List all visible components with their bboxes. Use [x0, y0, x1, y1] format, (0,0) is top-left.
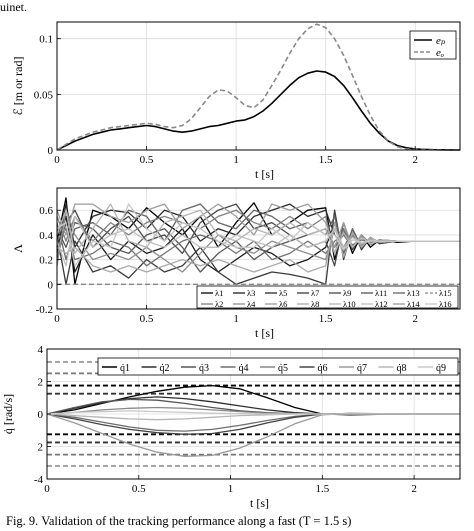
x-tick-label-2-1: 0.5	[140, 313, 154, 325]
y-tick-label-2-2: 0.2	[39, 255, 53, 267]
series-line-3-0	[46, 384, 460, 416]
legend-box-3	[97, 357, 459, 376]
legend-box-1	[409, 30, 457, 60]
legend-label-1-1: eₒ	[436, 47, 444, 59]
legend-label-3-1: q̇2	[160, 363, 170, 374]
x-tick-label-3-1: 0.5	[132, 483, 146, 495]
axes-frame-1	[56, 21, 461, 151]
legend-label-3-0: q̇1	[120, 363, 130, 374]
legend-label-3-3: q̇4	[239, 363, 249, 374]
legend-label-2-2: λ5	[279, 288, 287, 298]
y-tick-label-2-1: 0	[48, 279, 54, 291]
legend-box-2	[196, 285, 459, 309]
series-line-3-3	[46, 413, 460, 432]
x-tick-label-1-0: 0	[54, 154, 60, 166]
y-tick-label-2-0: -0.2	[36, 304, 53, 316]
y-tick-label-3-0: -4	[34, 474, 44, 486]
x-tick-label-3-3: 1.5	[315, 483, 329, 495]
x-tick-label-2-4: 2	[412, 313, 418, 325]
series-line-3-8	[46, 410, 460, 415]
x-tick-label-1-4: 2	[412, 154, 418, 166]
series-line-3-7	[46, 413, 460, 421]
series-line-1-1	[56, 23, 461, 151]
legend-label-2-3: λ7	[311, 288, 319, 298]
x-tick-label-3-2: 1	[228, 483, 234, 495]
x-tick-label-1-2: 1	[233, 154, 239, 166]
y-axis-label-1: ℰ [m or rad]	[11, 57, 25, 116]
x-tick-label-2-3: 1.5	[319, 313, 333, 325]
legend-label-2-4: λ9	[343, 288, 351, 298]
series-line-2-15	[56, 203, 460, 267]
legend-label-2-8: λ2	[215, 299, 223, 309]
legend-label-2-9: λ4	[247, 299, 256, 309]
y-tick-label-2-4: 0.6	[39, 205, 53, 217]
x-tick-label-1-1: 0.5	[140, 154, 154, 166]
legend-label-3-5: q̇6	[318, 363, 328, 374]
x-axis-label-3: t [s]	[250, 496, 269, 510]
legend-label-3-7: q̇8	[397, 363, 407, 374]
x-tick-label-3-0: 0	[44, 483, 50, 495]
y-axis-label-3: q̇ [rad/s]	[1, 394, 15, 434]
legend-label-3-4: q̇5	[278, 363, 288, 374]
legend-label-2-0: λ1	[215, 288, 223, 298]
series-line-3-6	[46, 412, 460, 457]
x-tick-label-3-4: 2	[411, 483, 417, 495]
legend-label-2-13: λ12	[375, 299, 388, 309]
header-text: uinet.	[0, 0, 27, 14]
legend-label-3-6: q̇7	[357, 363, 367, 374]
legend-label-2-6: λ13	[407, 288, 420, 298]
x-tick-label-1-3: 1.5	[319, 154, 333, 166]
series-line-2-12	[56, 203, 460, 255]
y-tick-label-1-2: 0.1	[39, 34, 53, 46]
figure-caption: Fig. 9. Validation of the tracking perfo…	[6, 514, 352, 528]
legend-label-2-10: λ6	[279, 299, 287, 309]
y-tick-label-1-1: 0.05	[34, 89, 54, 101]
y-tick-label-3-1: 2	[38, 442, 44, 454]
axes-frame-2	[56, 187, 461, 310]
y-axis-label-2: Λ	[11, 244, 25, 253]
y-tick-label-3-4: 4	[38, 344, 44, 356]
series-line-1-0	[56, 70, 461, 151]
legend-label-2-7: λ15	[439, 288, 452, 298]
legend-label-2-14: λ14	[407, 299, 420, 309]
legend-label-2-5: λ11	[375, 288, 387, 298]
x-tick-label-2-2: 1	[233, 313, 239, 325]
x-tick-label-2-0: 0	[54, 313, 60, 325]
legend-label-2-11: λ8	[311, 299, 319, 309]
x-axis-label-2: t [s]	[255, 326, 274, 340]
legend-label-2-12: λ10	[343, 299, 356, 309]
legend-label-3-8: q̇9	[436, 363, 446, 374]
y-tick-label-2-3: 0.4	[39, 230, 53, 242]
legend-label-1-0: eₚ	[436, 35, 446, 47]
series-line-2-7	[56, 228, 460, 267]
legend-label-3-2: q̇3	[199, 363, 209, 374]
y-tick-label-1-0: 0	[48, 145, 54, 157]
legend-label-2-15: λ16	[439, 299, 452, 309]
y-tick-label-3-3: 2	[38, 377, 44, 389]
series-line-3-5	[46, 413, 460, 435]
legend-label-2-1: λ3	[247, 288, 255, 298]
x-axis-label-1: t [s]	[255, 167, 274, 181]
y-tick-label-3-2: 0	[38, 409, 44, 421]
